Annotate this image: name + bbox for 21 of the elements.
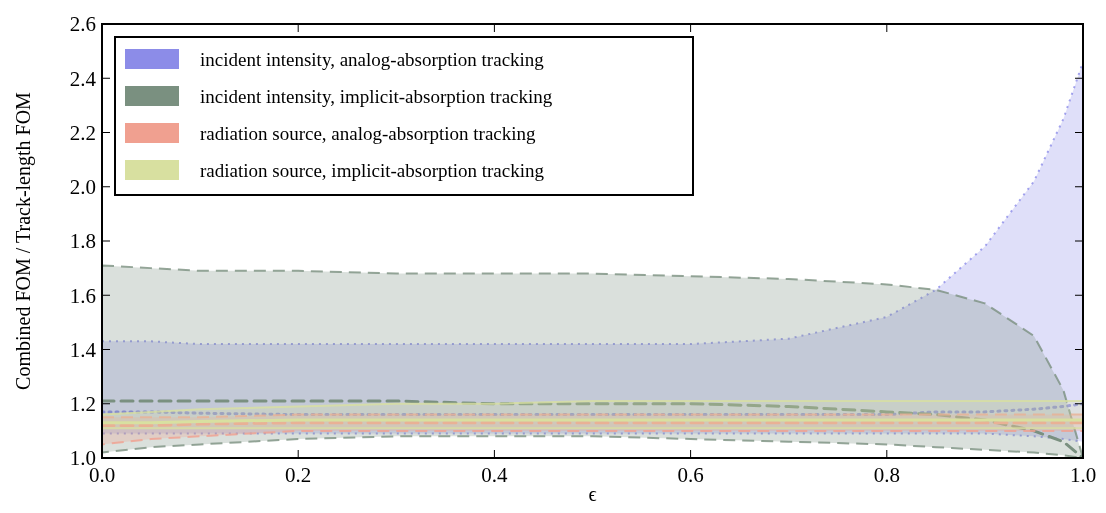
y-tick-label: 1.8 [69,229,96,254]
legend-label: incident intensity, implicit-absorption tracking [200,85,553,107]
line-series [102,402,1083,417]
y-tick-label: 1.2 [69,392,96,417]
y-tick-label: 2.6 [69,12,96,37]
x-tick-label: 1.0 [1069,463,1097,487]
legend-label: radiation source, analog-absorption tracking [200,122,537,144]
y-axis-title: Combined FOM / Track-length FOM [12,91,35,390]
legend-label: radiation source, implicit-absorption tracking [200,159,545,181]
y-tick-label: 2.4 [69,66,97,91]
y-tick-label: 2.2 [69,120,96,145]
x-tick-label: 0.2 [285,463,312,487]
x-axis-title: ϵ [588,483,597,505]
y-tick-label: 2.0 [69,175,96,200]
x-tick-label: 0.8 [873,463,900,487]
x-tick-label: 0.4 [481,463,509,487]
y-tick-label: 1.4 [69,337,97,362]
y-tick-label: 1.6 [69,283,96,308]
x-tick-label: 0.6 [677,463,704,487]
legend-label: incident intensity, analog-absorption tracking [200,48,545,70]
line-series [102,399,1083,458]
